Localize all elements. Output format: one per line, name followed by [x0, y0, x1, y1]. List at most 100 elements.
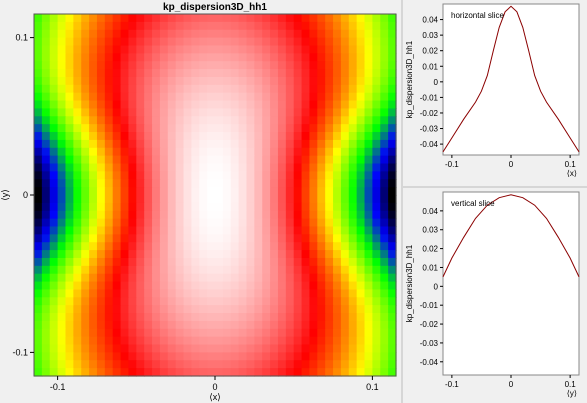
heatmap-cell [104, 84, 114, 94]
heatmap-cell [238, 195, 248, 204]
heatmap-cell [230, 84, 240, 94]
heatmap-cell [73, 147, 82, 157]
heatmap-cell [152, 305, 161, 314]
heatmap-cell [301, 297, 311, 306]
vertical-slice-chart[interactable]: 0.040.030.020.010-0.01-0.02-0.03-0.04-0.… [403, 188, 587, 403]
heatmap-cell [128, 124, 137, 133]
x-tick-label: 0 [212, 382, 217, 392]
heatmap-cell [159, 281, 169, 291]
heatmap-cell [348, 187, 358, 196]
heatmap-cell [104, 360, 114, 369]
heatmap-cell [372, 116, 381, 125]
heatmap-cell [183, 179, 192, 188]
heatmap-cell [152, 202, 161, 212]
heatmap-cell [183, 297, 192, 306]
heatmap-cell [277, 320, 287, 330]
heatmap-cell [49, 305, 59, 314]
heatmap-cell [254, 360, 263, 369]
heatmap-cell [183, 155, 192, 165]
heatmap-cell [380, 179, 389, 188]
heatmap-cell [136, 116, 145, 125]
heatmap-cell [41, 116, 51, 125]
heatmap-cell [136, 344, 145, 353]
heatmap-cell [270, 61, 279, 70]
heatmap-cell [183, 45, 192, 54]
heatmap-cell [364, 336, 373, 346]
heatmap-cell [183, 328, 192, 338]
horizontal-slice-chart[interactable]: 0.040.030.020.010-0.01-0.02-0.03-0.04-0.… [403, 0, 587, 186]
heatmap-cell [89, 171, 98, 180]
heatmap-cell [380, 305, 389, 314]
heatmap-cell [89, 45, 98, 54]
heatmap-cell [277, 163, 287, 172]
heatmap-cell [152, 116, 161, 125]
heatmap-cell [238, 352, 248, 361]
heatmap-cell [144, 92, 153, 102]
heatmap-cell [167, 202, 177, 212]
heatmap-cell [104, 320, 114, 330]
heatmap-cell [89, 218, 98, 228]
heatmap-cell [96, 45, 106, 54]
heatmap-chart[interactable]: kp_dispersion3D_hh1-0.1 0 0.10.10-0.1⟨x⟩⟨y… [0, 0, 401, 403]
y-tick-label: 0.02 [422, 47, 438, 56]
heatmap-cell [73, 360, 82, 369]
heatmap-cell [65, 210, 74, 220]
heatmap-cell [309, 297, 318, 306]
heatmap-cell [309, 320, 318, 330]
heatmap-cell [364, 139, 373, 149]
heatmap-cell [325, 344, 334, 353]
heatmap-cell [254, 132, 263, 141]
heatmap-cell [230, 242, 240, 251]
heatmap-cell [159, 37, 169, 47]
heatmap-cell [175, 305, 185, 314]
heatmap-cell [175, 273, 185, 283]
heatmap-cell [254, 297, 263, 306]
heatmap-cell [388, 320, 397, 330]
heatmap-cell [293, 108, 303, 117]
heatmap-cell [262, 116, 271, 125]
heatmap-cell [333, 147, 342, 157]
heatmap-cell [388, 202, 397, 212]
slice-line [442, 5, 580, 153]
heatmap-cell [183, 195, 192, 204]
heatmap-cell [285, 195, 295, 204]
heatmap-cell [340, 352, 350, 361]
heatmap-cell [49, 179, 59, 188]
heatmap-cell [34, 92, 43, 102]
heatmap-cell [104, 179, 114, 188]
heatmap-cell [96, 53, 106, 62]
heatmap-cell [309, 352, 318, 361]
heatmap-cell [325, 76, 334, 86]
heatmap-cell [262, 132, 271, 141]
heatmap-cell [159, 313, 169, 322]
heatmap-cell [238, 29, 248, 39]
horizontal-splitter[interactable] [403, 186, 587, 188]
heatmap-cell [167, 14, 177, 23]
heatmap-cell [49, 37, 59, 47]
heatmap-cell [191, 360, 200, 369]
heatmap-cell [301, 92, 311, 102]
heatmap-cell [96, 202, 106, 212]
heatmap-cell [89, 139, 98, 149]
heatmap-cell [364, 320, 373, 330]
heatmap-cell [175, 187, 185, 196]
heatmap-cell [246, 273, 255, 283]
heatmap-cell [81, 360, 90, 369]
vertical-splitter[interactable] [401, 0, 403, 403]
heatmap-cell [215, 336, 224, 346]
heatmap-cell [34, 139, 43, 149]
heatmap-cell [144, 297, 153, 306]
heatmap-cell [34, 344, 43, 353]
heatmap-cell [104, 147, 114, 157]
heatmap-cell [285, 242, 295, 251]
heatmap-cell [356, 155, 366, 165]
heatmap-cell [215, 108, 224, 117]
heatmap-cell [372, 218, 381, 228]
heatmap-cell [144, 108, 153, 117]
heatmap-cell [293, 116, 303, 125]
heatmap-cell [96, 124, 106, 133]
heatmap-cell [333, 69, 342, 78]
heatmap-cell [128, 289, 137, 298]
heatmap-cell [159, 29, 169, 39]
heatmap-cell [285, 218, 295, 228]
